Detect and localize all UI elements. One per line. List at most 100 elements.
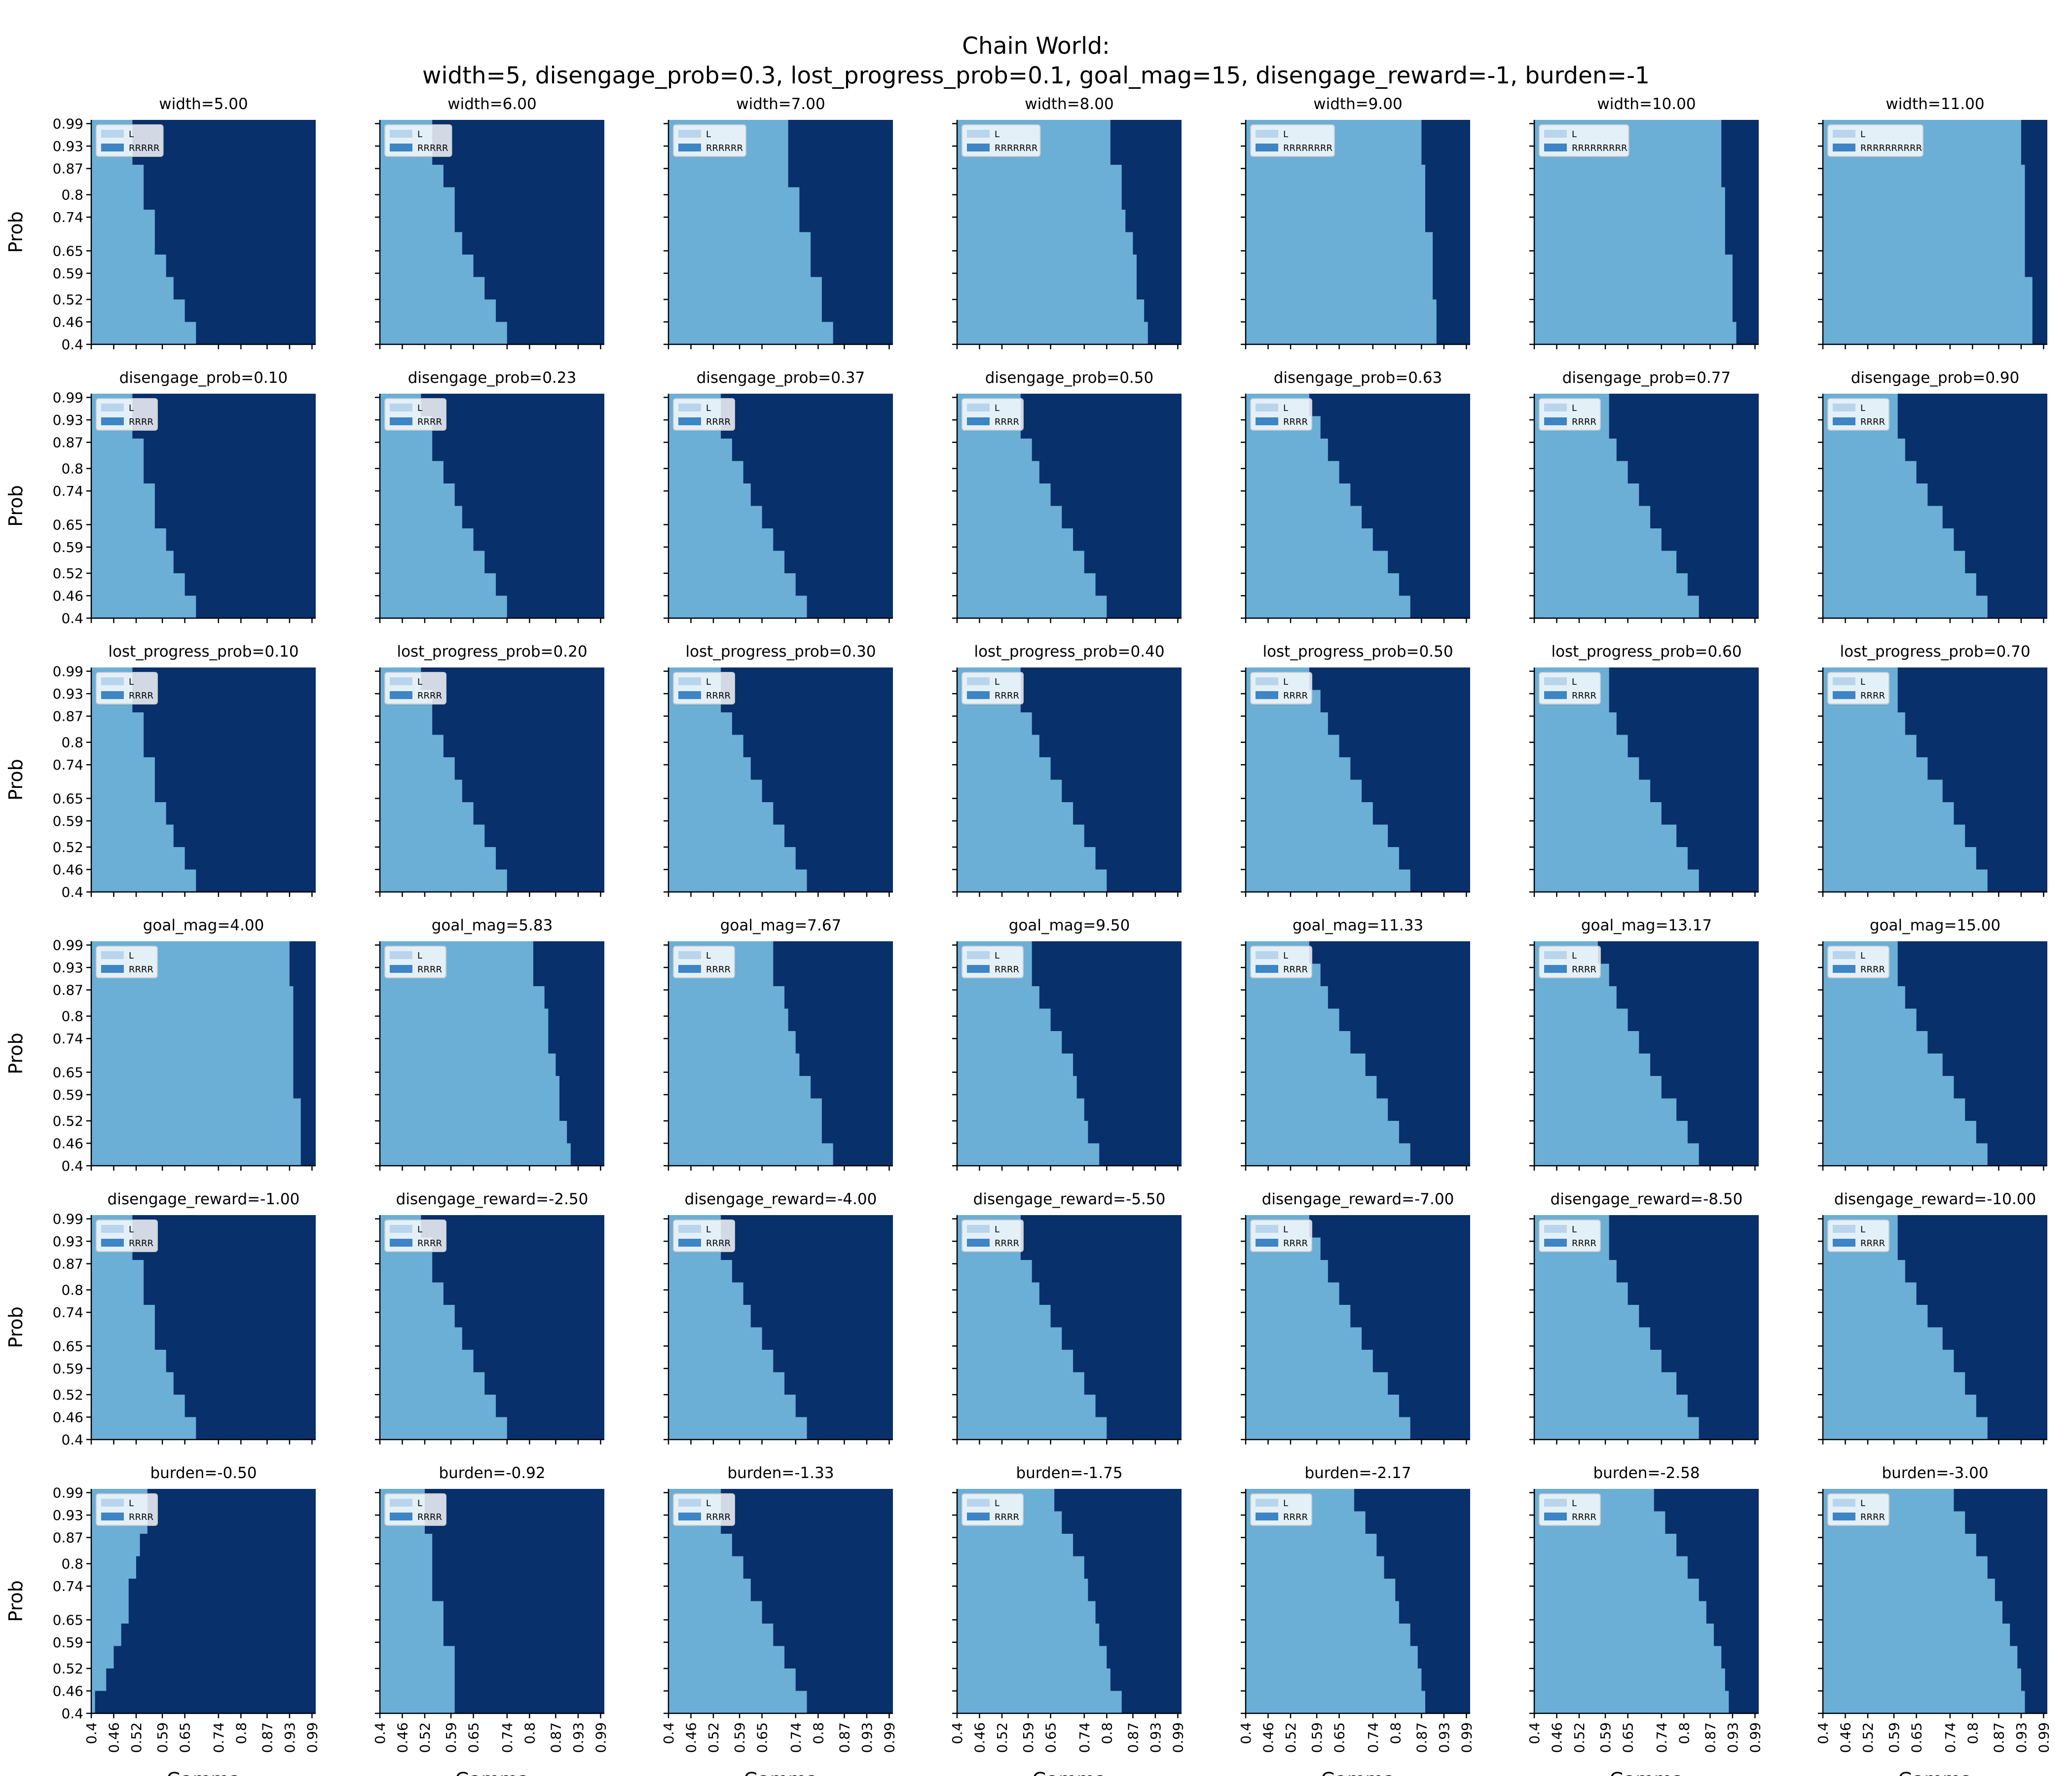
- region-l: [1534, 941, 1699, 1166]
- legend-label: L: [995, 951, 999, 961]
- region-l: [380, 941, 571, 1166]
- y-tick-label: 0.87: [53, 1256, 83, 1272]
- legend-label: L: [417, 677, 422, 687]
- x-tick-label: 0.74: [788, 1722, 804, 1753]
- y-tick-label: 0.74: [53, 757, 83, 773]
- heatmap-subplot: goal_mag=5.83 L RRRR: [375, 917, 604, 1171]
- x-tick-label: 0.8: [810, 1722, 826, 1744]
- subplot-title: disengage_prob=0.50: [985, 369, 1153, 387]
- subplot-title: disengage_prob=0.63: [1274, 369, 1442, 387]
- legend-label: RRRR: [706, 691, 731, 701]
- x-tick-label: 0.99: [1170, 1722, 1186, 1753]
- heatmap-subplot: width=6.00 L RRRRR: [375, 95, 604, 349]
- legend-swatch: [678, 1225, 701, 1233]
- legend-swatch: [1544, 130, 1567, 138]
- x-tick-label: 0.8: [521, 1722, 538, 1744]
- legend-label: L: [995, 403, 999, 413]
- y-tick-label: 0.8: [61, 1008, 83, 1025]
- legend-label: RRRR: [706, 417, 731, 427]
- legend-label: RRRRR: [129, 143, 160, 153]
- legend-swatch: [390, 1225, 412, 1233]
- x-tick-label: 0.59: [443, 1722, 459, 1753]
- legend-swatch: [1833, 1499, 1855, 1507]
- y-tick-label: 0.87: [53, 435, 83, 451]
- heatmap-subplot: lost_progress_prob=0.20 L RRRR: [375, 643, 604, 897]
- legend-label: RRRR: [1283, 691, 1308, 701]
- y-tick-label: 0.93: [53, 1233, 83, 1250]
- region-l: [1534, 1215, 1699, 1440]
- legend-swatch: [101, 1239, 124, 1247]
- y-tick-label: 0.8: [61, 1282, 83, 1298]
- x-tick-label: 0.87: [1991, 1722, 2007, 1753]
- legend-label: RRRR: [995, 964, 1019, 975]
- region-l: [1823, 667, 1988, 892]
- legend-label: RRRR: [1860, 1512, 1885, 1522]
- x-axis-label: Gamma: [1898, 1769, 1972, 1776]
- legend-label: RRRR: [1572, 1238, 1596, 1249]
- legend-label: L: [706, 677, 711, 687]
- x-tick-label: 0.59: [154, 1722, 171, 1753]
- legend-label: L: [129, 403, 134, 413]
- region-l: [380, 394, 507, 618]
- subplot-title: width=5.00: [159, 95, 248, 113]
- x-tick-label: 0.4: [372, 1722, 388, 1744]
- legend-swatch: [1544, 1225, 1567, 1233]
- y-axis-label: Prob: [5, 211, 27, 253]
- y-tick-label: 0.99: [53, 116, 83, 132]
- legend-swatch: [1833, 1513, 1855, 1520]
- legend-swatch: [967, 1239, 990, 1247]
- legend-swatch: [101, 1499, 124, 1507]
- x-tick-label: 0.87: [259, 1722, 275, 1753]
- heatmap-subplot: disengage_prob=0.23 L RRRR: [375, 369, 604, 623]
- y-tick-label: 0.46: [53, 314, 83, 331]
- legend-swatch: [1256, 130, 1278, 138]
- legend-swatch: [101, 130, 124, 138]
- y-axis-label: Prob: [5, 1580, 27, 1622]
- y-tick-label: 0.4: [61, 610, 83, 627]
- y-tick-label: 0.93: [53, 138, 83, 154]
- x-tick-label: 0.93: [1436, 1722, 1452, 1753]
- legend-swatch: [101, 965, 124, 973]
- legend-swatch: [678, 1239, 701, 1247]
- subplot-title: width=7.00: [736, 95, 825, 113]
- x-tick-label: 0.65: [1909, 1722, 1925, 1753]
- legend-swatch: [390, 404, 412, 411]
- legend-label: RRRR: [417, 1512, 442, 1522]
- legend-swatch: [967, 951, 990, 959]
- x-tick-label: 0.65: [1332, 1722, 1348, 1753]
- x-tick-label: 0.46: [395, 1722, 411, 1753]
- y-axis-label: Prob: [5, 1306, 27, 1348]
- figure-title-line-2: width=5, disengage_prob=0.3, lost_progre…: [422, 62, 1650, 89]
- x-tick-label: 0.74: [499, 1722, 516, 1753]
- legend-swatch: [967, 1225, 990, 1233]
- x-tick-label: 0.4: [1238, 1722, 1254, 1744]
- legend-label: RRRR: [995, 691, 1019, 701]
- legend-swatch: [390, 144, 412, 151]
- y-tick-label: 0.59: [53, 813, 83, 829]
- heatmap-subplot: disengage_prob=0.50 L RRRR: [952, 369, 1182, 623]
- subplot-title: disengage_reward=-7.00: [1262, 1190, 1454, 1208]
- legend-label: L: [1572, 1224, 1577, 1235]
- legend-swatch: [101, 677, 124, 685]
- legend-label: L: [1283, 403, 1288, 413]
- heatmap-subplot: goal_mag=9.50 L RRRR: [952, 917, 1182, 1171]
- x-axis-label: Gamma: [1032, 1769, 1106, 1776]
- x-tick-label: 0.93: [570, 1722, 587, 1753]
- legend-label: RRRR: [1860, 417, 1885, 427]
- legend-swatch: [1833, 1225, 1855, 1233]
- legend-label: RRRR: [706, 964, 731, 975]
- y-tick-label: 0.99: [53, 664, 83, 680]
- legend-swatch: [1833, 144, 1855, 151]
- legend-label: L: [417, 403, 422, 413]
- legend-swatch: [1544, 404, 1567, 411]
- legend-swatch: [1833, 1239, 1855, 1247]
- legend-label: RRRR: [1283, 417, 1308, 427]
- region-l: [957, 941, 1100, 1166]
- legend-label: L: [417, 1498, 422, 1509]
- subplot-title: goal_mag=13.17: [1581, 917, 1712, 934]
- y-tick-label: 0.52: [53, 565, 83, 582]
- legend-swatch: [967, 144, 990, 151]
- region-l: [957, 120, 1148, 344]
